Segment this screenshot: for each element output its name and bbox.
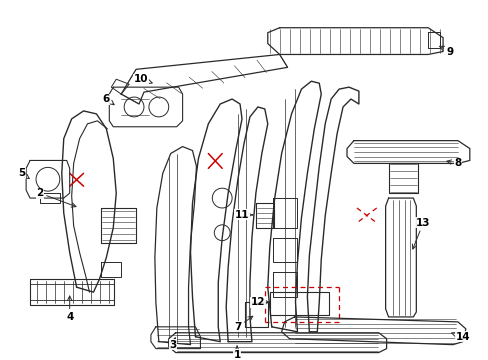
Text: 10: 10 [134,74,152,84]
Text: 7: 7 [234,316,252,332]
Text: 5: 5 [19,168,29,179]
Text: 8: 8 [446,158,461,168]
Text: 6: 6 [102,94,114,105]
Text: 2: 2 [36,188,76,207]
Text: 12: 12 [250,297,268,307]
Text: 13: 13 [411,218,429,249]
Text: 4: 4 [66,296,73,322]
Text: 3: 3 [169,338,176,350]
Text: 11: 11 [234,210,252,220]
Text: 14: 14 [451,332,469,342]
Text: 1: 1 [233,346,240,360]
Text: 9: 9 [439,46,453,57]
